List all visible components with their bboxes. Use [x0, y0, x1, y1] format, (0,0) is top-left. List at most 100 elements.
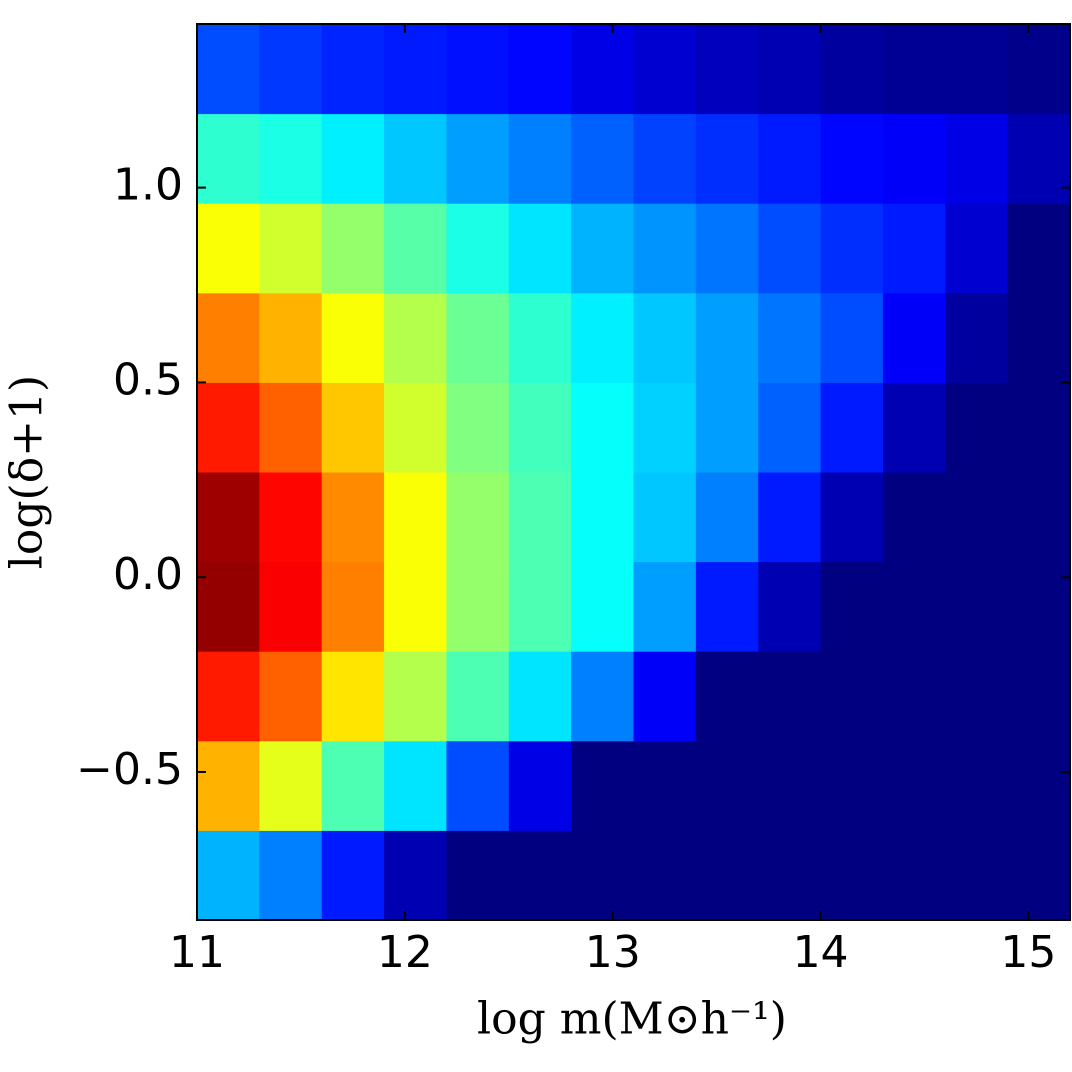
cell	[945, 740, 1009, 831]
cell	[945, 292, 1009, 383]
cell	[758, 651, 822, 742]
cell	[758, 292, 822, 383]
cell	[633, 651, 697, 742]
cell	[758, 113, 822, 204]
cell	[945, 472, 1009, 563]
cell	[758, 561, 822, 652]
cell	[882, 561, 946, 652]
cell	[945, 113, 1009, 204]
y-tick-label: 1.0	[113, 160, 183, 211]
cell	[820, 292, 884, 383]
y-tick-label: 0.5	[113, 354, 183, 405]
cell	[321, 292, 385, 383]
cell	[446, 830, 510, 921]
cell	[633, 830, 697, 921]
cell	[820, 203, 884, 294]
cell	[321, 651, 385, 742]
cell	[197, 740, 260, 831]
cell	[945, 561, 1009, 652]
cell	[758, 382, 822, 473]
cell	[321, 561, 385, 652]
cell	[384, 740, 447, 831]
cell	[571, 472, 634, 563]
cell	[446, 651, 510, 742]
cell	[384, 561, 447, 652]
heatmap-cells	[197, 24, 1071, 921]
cell	[197, 203, 260, 294]
cell	[1007, 561, 1071, 652]
cell	[446, 561, 510, 652]
cell	[321, 113, 385, 204]
cell	[197, 382, 260, 473]
cell	[758, 740, 822, 831]
cell	[259, 24, 323, 115]
cell	[446, 203, 510, 294]
cell	[1007, 472, 1071, 563]
cell	[882, 740, 946, 831]
cell	[197, 651, 260, 742]
cell	[321, 382, 385, 473]
cell	[695, 292, 759, 383]
cell	[633, 561, 697, 652]
cell	[197, 472, 260, 563]
cell	[197, 561, 260, 652]
cell	[508, 24, 572, 115]
cell	[633, 382, 697, 473]
cell	[695, 24, 759, 115]
cell	[508, 382, 572, 473]
cell	[882, 292, 946, 383]
cell	[633, 472, 697, 563]
plot-frame	[196, 23, 1071, 921]
cell	[695, 113, 759, 204]
cell	[882, 113, 946, 204]
cell	[446, 24, 510, 115]
cell	[1007, 651, 1071, 742]
cell	[695, 651, 759, 742]
cell	[945, 651, 1009, 742]
cell	[882, 382, 946, 473]
cell	[1007, 113, 1071, 204]
cell	[758, 472, 822, 563]
x-tick-label: 11	[169, 927, 225, 978]
cell	[571, 292, 634, 383]
cell	[571, 561, 634, 652]
cell	[259, 382, 323, 473]
cell	[321, 830, 385, 921]
cell	[384, 830, 447, 921]
cell	[820, 561, 884, 652]
cell	[820, 472, 884, 563]
cell	[446, 472, 510, 563]
cell	[945, 203, 1009, 294]
cell	[571, 203, 634, 294]
cell	[571, 740, 634, 831]
cell	[384, 203, 447, 294]
cell	[384, 472, 447, 563]
y-tick-label: 0.0	[113, 549, 183, 600]
cell	[695, 561, 759, 652]
cell	[446, 740, 510, 831]
cell	[446, 113, 510, 204]
cell	[571, 24, 634, 115]
cell	[259, 830, 323, 921]
cell	[633, 740, 697, 831]
cell	[197, 24, 260, 115]
cell	[695, 203, 759, 294]
cell	[446, 382, 510, 473]
cell	[1007, 740, 1071, 831]
y-tick-label: −0.5	[76, 744, 183, 795]
cell	[508, 203, 572, 294]
cell	[384, 113, 447, 204]
cell	[633, 113, 697, 204]
cell	[1007, 203, 1071, 294]
cell	[945, 382, 1009, 473]
cell	[695, 382, 759, 473]
cell	[820, 830, 884, 921]
cell	[820, 740, 884, 831]
cell	[259, 651, 323, 742]
cell	[384, 292, 447, 383]
cell	[695, 740, 759, 831]
cell	[508, 472, 572, 563]
cell	[758, 24, 822, 115]
cell	[633, 292, 697, 383]
cell	[695, 472, 759, 563]
